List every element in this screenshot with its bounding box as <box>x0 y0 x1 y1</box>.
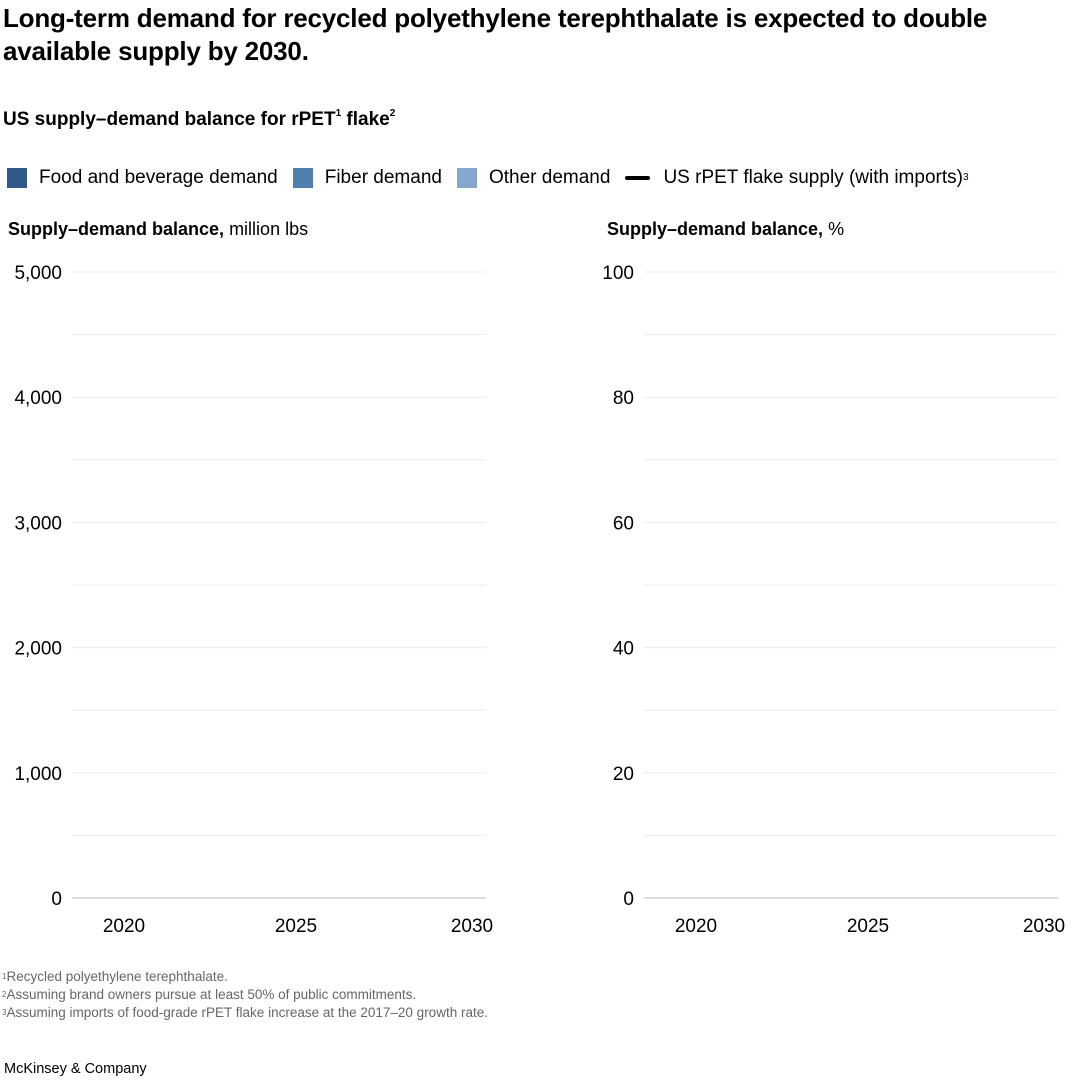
y-tick-label: 3,000 <box>14 513 62 534</box>
y-tick-label: 20 <box>613 764 634 785</box>
legend-item-other: Other demand <box>456 167 611 189</box>
right-y-axis-label: Supply–demand balance, % <box>607 219 844 240</box>
footnote-marker: 2 <box>2 990 7 999</box>
y-tick-label: 80 <box>613 388 634 409</box>
y-tick-label: 100 <box>602 263 634 284</box>
y-tick-label: 1,000 <box>14 764 62 785</box>
x-tick-label: 2025 <box>275 916 317 937</box>
y-tick-label: 5,000 <box>14 263 62 284</box>
footnote-text: Assuming brand owners pursue at least 50… <box>6 987 417 1002</box>
y-tick-label: 0 <box>51 889 62 910</box>
chart-title: Long-term demand for recycled polyethyle… <box>3 3 988 66</box>
footnote: 1Recycled polyethylene terephthalate. <box>2 968 488 986</box>
footnote-marker: 3 <box>2 1008 7 1017</box>
legend-swatch <box>292 168 313 188</box>
legend-swatch <box>7 168 27 188</box>
legend-item-supply: US rPET flake supply (with imports) 3 <box>625 167 969 189</box>
y-tick-label: 2,000 <box>14 639 62 660</box>
x-tick-label: 2020 <box>675 916 717 937</box>
footnote-ref: 2 <box>389 108 396 119</box>
y-axis-label-bold: Supply–demand balance, <box>8 219 225 239</box>
subtitle-text: US supply–demand balance for rPET <box>3 109 336 130</box>
footnote-ref: 1 <box>335 108 342 119</box>
brand-logo: McKinsey & Company <box>4 1061 147 1077</box>
y-axis-unit: % <box>823 219 845 239</box>
legend-swatch <box>456 168 477 188</box>
left-y-axis-label: Supply–demand balance, million lbs <box>8 219 308 240</box>
legend: Food and beverage demand Fiber demand Ot… <box>7 167 984 189</box>
y-tick-label: 60 <box>613 513 634 534</box>
footnote: 3Assuming imports of food-grade rPET fla… <box>2 1004 488 1022</box>
legend-line-swatch <box>625 176 651 180</box>
footnote-text: Assuming imports of food-grade rPET flak… <box>6 1005 488 1020</box>
x-tick-label: 2025 <box>847 916 889 937</box>
legend-label: Food and beverage demand <box>39 167 278 188</box>
legend-item-food: Food and beverage demand <box>7 167 278 189</box>
footnote-text: Recycled polyethylene terephthalate. <box>6 969 228 984</box>
footnote-marker: 1 <box>2 972 7 981</box>
y-axis-unit: million lbs <box>224 219 309 239</box>
legend-label: Fiber demand <box>324 167 442 188</box>
y-tick-label: 4,000 <box>14 388 62 409</box>
y-tick-label: 0 <box>623 889 634 910</box>
y-axis-label-bold: Supply–demand balance, <box>607 219 824 239</box>
legend-label: US rPET flake supply (with imports) <box>663 167 963 188</box>
footnotes: 1Recycled polyethylene terephthalate. 2A… <box>2 968 488 1022</box>
x-tick-label: 2020 <box>103 916 145 937</box>
y-tick-label: 40 <box>613 639 634 660</box>
legend-item-fiber: Fiber demand <box>292 167 442 189</box>
subtitle-text: flake <box>341 109 390 130</box>
charts-area: 0 1,000 2,000 3,000 4,000 5,000 2020 2025 2030 0 2… <box>14 263 1065 937</box>
footnote-ref: 3 <box>962 171 969 183</box>
footnote: 2Assuming brand owners pursue at least 5… <box>2 986 488 1004</box>
x-tick-label: 2030 <box>1023 916 1065 937</box>
chart-subtitle: US supply–demand balance for rPET1 flake… <box>3 108 396 131</box>
x-tick-label: 2030 <box>451 916 493 937</box>
legend-label: Other demand <box>488 167 611 188</box>
